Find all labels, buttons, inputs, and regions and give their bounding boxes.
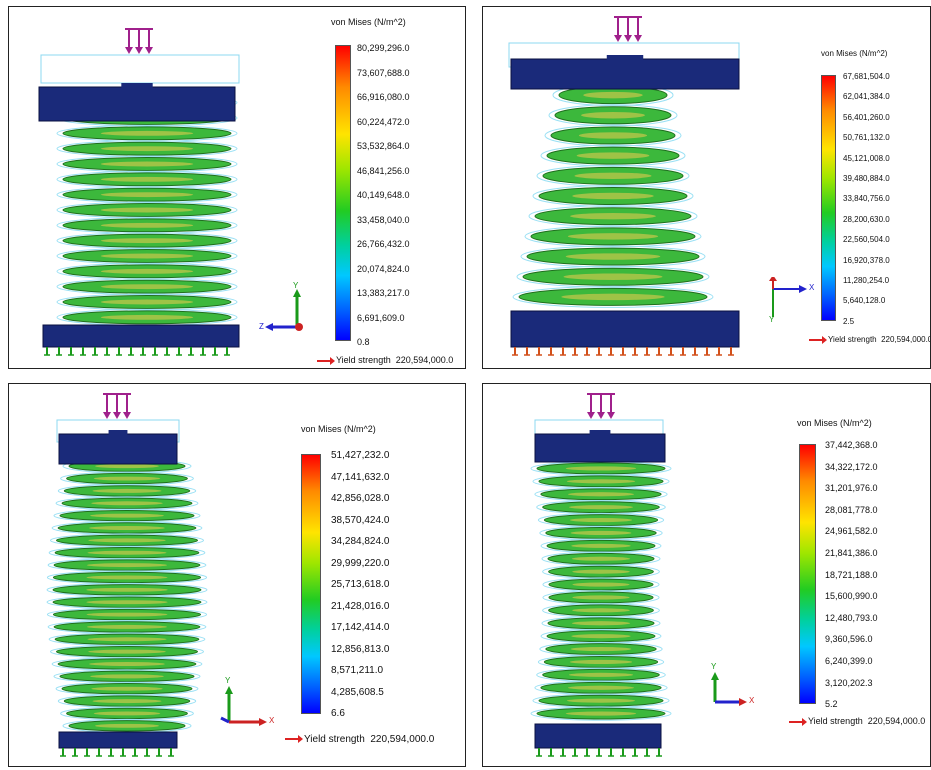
legend-title: von Mises (N/m^2) [301, 424, 376, 434]
panel-cylindrical-spring: von Mises (N/m^2) Yield strength 220,594… [8, 6, 466, 369]
colorbar-tick-label: 29,999,220.0 [331, 557, 390, 569]
yield-value: 220,594,000.0 [881, 335, 931, 344]
colorbar-tick-label: 47,141,632.0 [331, 471, 390, 483]
colorbar-tick-label: 0.8 [357, 337, 370, 347]
x-axis-label: X [269, 716, 275, 725]
colorbar-tick-label: 17,142,414.0 [331, 622, 390, 633]
yield-value: 220,594,000.0 [370, 734, 435, 745]
colorbar-tick-label: 5,640,128.0 [843, 296, 886, 306]
yield-label: Yield strength [304, 734, 365, 745]
colorbar-tick-label: 6.6 [331, 708, 345, 719]
colorbar-tick-label: 66,916,080.0 [357, 92, 410, 102]
y-axis-label: Y [225, 676, 231, 685]
colorbar-tick-label: 40,149,648.0 [357, 190, 410, 200]
colorbar-tick-label: 3,120,202.3 [825, 677, 873, 688]
yield-value: 220,594,000.0 [395, 355, 454, 365]
colorbar-tick-label: 24,961,582.0 [825, 526, 878, 537]
axis-triad: Y X [217, 676, 277, 729]
x-axis-label: X [749, 696, 755, 705]
spring-render [530, 393, 672, 757]
arrow-icon [789, 717, 807, 726]
colorbar-tick-label: 39,480,884.0 [843, 174, 890, 183]
colorbar-tick-label: 13,383,217.0 [357, 288, 410, 298]
colorbar-tick-label: 60,224,472.0 [357, 116, 410, 127]
legend-title: von Mises (N/m^2) [821, 49, 888, 58]
colorbar-tick-label: 21,428,016.0 [331, 600, 390, 612]
colorbar-tick-label: 26,766,432.0 [357, 239, 410, 249]
colorbar-tick-label: 15,600,990.0 [825, 591, 878, 602]
colorbar-tick-label: 62,041,384.0 [843, 92, 890, 102]
spring-render [38, 28, 240, 356]
panel-conical-spring: von Mises (N/m^2) Yield strength 220,594… [482, 6, 931, 369]
colorbar-tick-label: 28,081,778.0 [825, 504, 878, 515]
colorbar-tick-label: 6,691,609.0 [357, 312, 405, 323]
arrow-icon [317, 356, 335, 365]
colorbar-tick-label: 56,401,260.0 [843, 112, 890, 122]
colorbar-tick-label: 12,480,793.0 [825, 612, 878, 623]
y-axis-label: Y [769, 315, 775, 324]
arrow-icon [809, 335, 827, 344]
yield-label: Yield strength [336, 355, 391, 365]
colorbar-tick-label: 20,074,824.0 [357, 263, 410, 274]
colorbar-tick-label: 38,570,424.0 [331, 514, 390, 526]
colorbar-tick-label: 4,285,608.5 [331, 686, 384, 698]
colorbar-tick-label: 18,721,188.0 [825, 569, 878, 580]
colorbar-tick-label: 42,856,028.0 [331, 493, 390, 504]
colorbar-tick-label: 28,200,630.0 [843, 214, 890, 224]
colorbar-tick-label: 21,841,386.0 [825, 548, 878, 558]
yield-value: 220,594,000.0 [867, 716, 926, 726]
colorbar-tick-label: 34,322,172.0 [825, 461, 878, 472]
colorbar-tick-label: 33,458,040.0 [357, 214, 410, 225]
colorbar-tick-label: 37,442,368.0 [825, 440, 878, 450]
axis-triad: Y X [705, 662, 765, 715]
colorbar-tick-label: 50,761,132.0 [843, 133, 890, 143]
colorbar-tick-label: 6,240,399.0 [825, 656, 873, 666]
yield-strength: Yield strength 220,594,000.0 [809, 335, 931, 344]
colorbar-tick-label: 16,920,378.0 [843, 255, 890, 265]
color-bar [821, 75, 836, 321]
colorbar-tick-label: 9,360,596.0 [825, 634, 873, 645]
yield-strength: Yield strength 220,594,000.0 [789, 716, 925, 726]
colorbar-tick-label: 51,427,232.0 [331, 450, 390, 461]
colorbar-tick-label: 5.2 [825, 699, 838, 710]
panel-hourglass-spring: von Mises (N/m^2) Yield strength 220,594… [482, 383, 931, 767]
colorbar-tick-label: 2.5 [843, 316, 855, 326]
yield-strength: Yield strength 220,594,000.0 [285, 734, 434, 745]
colorbar-tick-label: 67,681,504.0 [843, 72, 890, 81]
legend-title: von Mises (N/m^2) [797, 418, 872, 428]
yield-label: Yield strength [828, 335, 877, 344]
colorbar-tick-label: 25,713,618.0 [331, 579, 390, 590]
colorbar-tick-label: 12,856,813.0 [331, 643, 390, 655]
spring-render [46, 393, 208, 757]
colorbar-tick-label: 53,532,864.0 [357, 141, 410, 151]
legend-title: von Mises (N/m^2) [331, 17, 406, 27]
y-axis-label: Y [711, 662, 717, 671]
z-axis-label: Z [259, 322, 264, 331]
color-bar [335, 45, 351, 341]
colorbar-tick-label: 46,841,256.0 [357, 165, 410, 176]
colorbar-tick-label: 31,201,976.0 [825, 483, 878, 494]
colorbar-tick-label: 8,571,211.0 [331, 665, 384, 676]
colorbar-tick-label: 80,299,296.0 [357, 43, 410, 53]
panel-barrel-spring: von Mises (N/m^2) Yield strength 220,594… [8, 383, 466, 767]
colorbar-tick-label: 33,840,756.0 [843, 194, 890, 204]
axis-triad: X Y [765, 277, 815, 324]
x-axis-label: X [809, 283, 815, 292]
arrow-icon [285, 735, 303, 744]
yield-strength: Yield strength 220,594,000.0 [317, 355, 453, 365]
spring-render [508, 16, 740, 356]
color-bar [301, 454, 321, 714]
colorbar-tick-label: 73,607,688.0 [357, 67, 410, 78]
color-bar [799, 444, 816, 704]
colorbar-tick-label: 34,284,824.0 [331, 536, 390, 547]
y-axis-label: Y [293, 281, 299, 290]
axis-triad: Y Z [259, 281, 311, 334]
colorbar-tick-label: 22,560,504.0 [843, 235, 890, 245]
colorbar-tick-label: 11,280,254.0 [843, 276, 890, 285]
yield-label: Yield strength [808, 716, 863, 726]
colorbar-tick-label: 45,121,008.0 [843, 153, 890, 163]
